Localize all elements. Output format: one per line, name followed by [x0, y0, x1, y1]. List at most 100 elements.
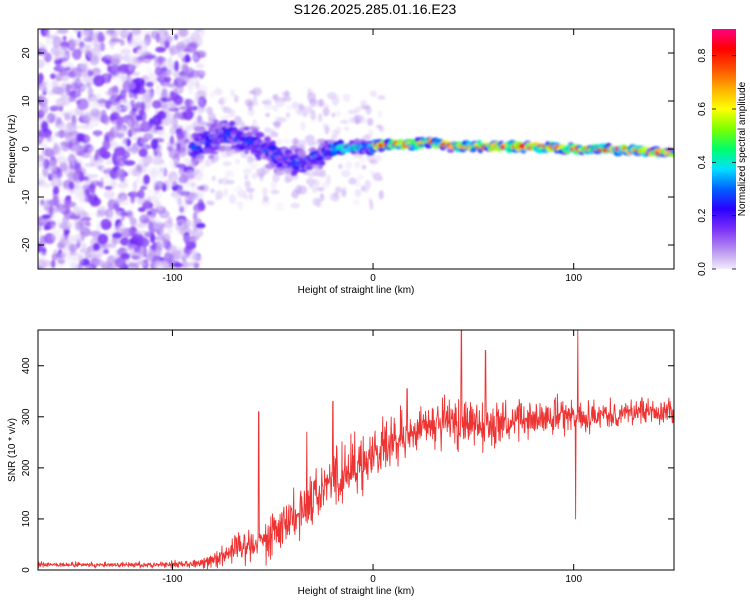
snr-frame	[37, 329, 675, 571]
signal-cell	[670, 150, 674, 154]
noise-cell	[117, 157, 126, 168]
noise-cell	[337, 163, 343, 170]
noise-cell	[222, 161, 232, 167]
noise-cell	[317, 113, 323, 123]
noise-cell	[345, 160, 353, 170]
noise-cell	[195, 63, 205, 69]
snr-ytick-label: 0	[21, 567, 32, 573]
noise-cell	[56, 117, 62, 125]
noise-cell	[339, 119, 349, 125]
noise-cell	[266, 97, 272, 104]
noise-cell	[370, 90, 377, 98]
noise-cell	[60, 53, 69, 62]
noise-cell	[103, 190, 115, 200]
noise-cell	[93, 101, 99, 107]
noise-cell	[100, 261, 112, 269]
noise-cell	[265, 112, 271, 117]
snr-ytick-label: 200	[21, 459, 32, 476]
noise-cell	[163, 76, 172, 83]
noise-cell	[246, 154, 254, 164]
noise-cell	[353, 199, 360, 205]
noise-cell	[85, 179, 92, 185]
noise-cell	[186, 124, 191, 130]
noise-cell	[131, 244, 137, 249]
noise-cell	[79, 244, 85, 249]
snr-xtick-label: 100	[565, 574, 582, 585]
noise-cell	[324, 125, 330, 135]
noise-cell	[312, 186, 318, 194]
noise-cell	[239, 120, 245, 128]
noise-cell	[194, 29, 203, 33]
noise-cell	[104, 90, 111, 96]
noise-cell	[378, 177, 384, 181]
noise-cell	[264, 103, 274, 110]
noise-cell	[42, 158, 48, 170]
noise-cell	[177, 29, 189, 37]
noise-cell	[79, 76, 86, 84]
noise-cell	[184, 53, 191, 63]
signal-cell	[218, 145, 227, 152]
noise-cell	[67, 171, 79, 183]
noise-cell	[192, 92, 199, 100]
noise-cell	[234, 185, 244, 194]
noise-cell	[308, 184, 314, 189]
noise-cell	[51, 176, 59, 185]
noise-cell	[50, 222, 56, 229]
noise-cell	[40, 120, 49, 133]
noise-cell	[154, 262, 165, 269]
noise-cell	[103, 114, 110, 126]
noise-cell	[284, 90, 291, 98]
noise-cell	[68, 181, 75, 190]
noise-cell	[157, 161, 168, 173]
noise-cell	[82, 110, 92, 123]
noise-cell	[249, 166, 259, 171]
noise-cell	[195, 90, 207, 102]
noise-cell	[196, 222, 206, 229]
noise-cell	[50, 73, 56, 80]
noise-cell	[285, 112, 291, 118]
noise-cell	[65, 195, 72, 201]
noise-cell	[111, 232, 122, 239]
noise-cell	[176, 131, 185, 140]
noise-cell	[183, 175, 189, 183]
noise-cell	[251, 173, 258, 179]
noise-cell	[184, 139, 191, 144]
noise-cell	[75, 191, 84, 198]
signal-cell	[314, 167, 322, 174]
noise-cell	[183, 234, 192, 243]
noise-cell	[162, 220, 174, 228]
noise-cell	[142, 218, 151, 224]
noise-cell	[175, 163, 187, 169]
noise-cell	[146, 67, 152, 78]
noise-cell	[209, 90, 216, 99]
noise-cell	[61, 223, 72, 230]
noise-cell	[69, 95, 76, 103]
noise-cell	[335, 110, 341, 117]
noise-cell	[54, 59, 63, 65]
noise-cell	[177, 197, 182, 206]
noise-cell	[130, 99, 135, 107]
noise-cell	[138, 148, 148, 158]
noise-cell	[179, 105, 189, 111]
noise-cell	[369, 201, 374, 210]
noise-cell	[374, 154, 382, 162]
noise-cell	[377, 95, 386, 100]
noise-cell	[186, 265, 192, 269]
noise-cell	[160, 61, 166, 69]
noise-cell	[370, 169, 375, 177]
noise-cell	[217, 99, 224, 105]
noise-cell	[137, 189, 145, 199]
noise-cell	[262, 195, 269, 203]
noise-cell	[43, 183, 51, 188]
noise-cell	[38, 224, 42, 232]
noise-cell	[247, 101, 254, 111]
noise-cell	[136, 49, 144, 56]
noise-cell	[291, 189, 299, 199]
noise-cell	[154, 248, 164, 256]
noise-cell	[186, 42, 198, 53]
signal-cell	[225, 145, 233, 152]
colorbar-tick-label: 0.4	[697, 155, 708, 169]
noise-cell	[204, 158, 212, 167]
noise-cell	[53, 142, 59, 154]
noise-cell	[361, 164, 367, 170]
